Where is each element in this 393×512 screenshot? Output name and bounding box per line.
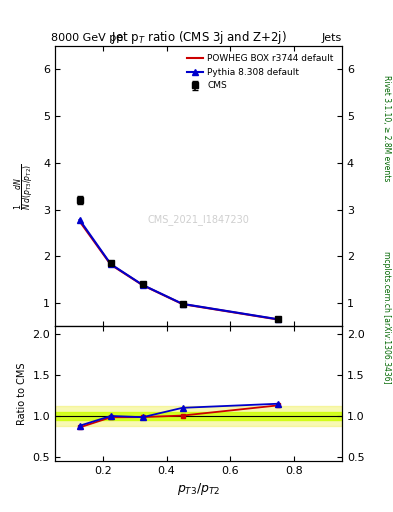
POWHEG BOX r3744 default: [77, 218, 82, 224]
Text: CMS_2021_I1847230: CMS_2021_I1847230: [147, 215, 250, 225]
Bar: [55, 406, 342, 426]
POWHEG BOX r3744 default: [276, 316, 281, 323]
Line: Pythia 8.308 default: Pythia 8.308 default: [76, 217, 282, 323]
Pythia 8.308 default: [77, 217, 82, 223]
POWHEG BOX r3744 default: [108, 262, 113, 268]
Text: Jets: Jets: [321, 33, 342, 44]
Pythia 8.308 default: [180, 301, 185, 307]
Title: Jet p$_{T}$ ratio (CMS 3j and Z+2j): Jet p$_{T}$ ratio (CMS 3j and Z+2j): [110, 29, 286, 46]
Pythia 8.308 default: [140, 282, 145, 288]
Text: mcplots.cern.ch [arXiv:1306.3436]: mcplots.cern.ch [arXiv:1306.3436]: [382, 251, 391, 384]
POWHEG BOX r3744 default: [180, 301, 185, 307]
Y-axis label: $\frac{1}{N}\frac{dN}{d(p_{T3}/p_{T2})}$: $\frac{1}{N}\frac{dN}{d(p_{T3}/p_{T2})}$: [13, 163, 37, 209]
Legend: POWHEG BOX r3744 default, Pythia 8.308 default, CMS: POWHEG BOX r3744 default, Pythia 8.308 d…: [183, 51, 338, 94]
X-axis label: $p_{T3}/p_{T2}$: $p_{T3}/p_{T2}$: [177, 481, 220, 497]
Pythia 8.308 default: [276, 316, 281, 323]
Pythia 8.308 default: [108, 261, 113, 267]
POWHEG BOX r3744 default: [140, 282, 145, 288]
Text: 8000 GeV pp: 8000 GeV pp: [51, 33, 123, 44]
Bar: [55, 412, 342, 420]
Text: Rivet 3.1.10, ≥ 2.8M events: Rivet 3.1.10, ≥ 2.8M events: [382, 75, 391, 181]
Y-axis label: Ratio to CMS: Ratio to CMS: [17, 362, 27, 425]
Line: POWHEG BOX r3744 default: POWHEG BOX r3744 default: [79, 221, 278, 319]
